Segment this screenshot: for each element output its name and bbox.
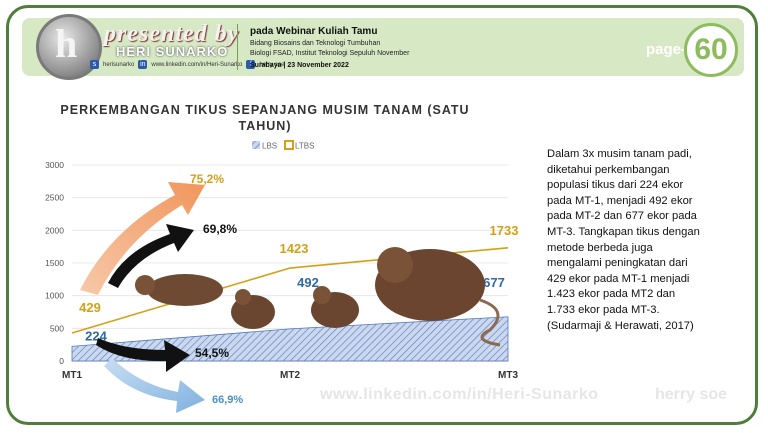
rat-icon	[147, 274, 223, 306]
page-number: 60	[684, 23, 738, 77]
event-date: Surabaya | 23 November 2022	[250, 62, 349, 69]
data-label-ltbs: 429	[79, 300, 101, 315]
event-title: pada Webinar Kuliah Tamu	[250, 26, 378, 37]
y-tick-label: 2500	[45, 193, 64, 203]
annotation-75-2: 75,2%	[190, 172, 224, 186]
watermark-right: herry soe	[655, 386, 728, 403]
y-tick-label: 1000	[45, 291, 64, 301]
x-tick-label: MT2	[280, 370, 300, 381]
presenter-logo-icon	[36, 14, 102, 80]
data-label-ltbs: 1423	[280, 241, 309, 256]
rat-icon	[313, 286, 331, 304]
watermark-text: www.linkedin.com/in/Heri-Sunarko	[320, 386, 599, 403]
annotations: 75,2% 69,8% 54,5% 66,9%	[190, 172, 243, 406]
legend-swatch-lbs	[252, 141, 260, 149]
growth-arrows	[80, 182, 205, 413]
page-label: page-	[646, 41, 687, 58]
rat-icon	[135, 275, 155, 295]
x-tick-label: MT3	[498, 370, 518, 381]
y-tick-label: 2000	[45, 225, 64, 235]
x-tick-label: MT1	[62, 370, 82, 381]
social-row: s herisunarko in www.linkedin.com/in/Her…	[90, 60, 284, 69]
legend-label-lbs: LBS	[262, 142, 277, 151]
annotation-69-8: 69,8%	[203, 222, 237, 236]
annotation-54-5: 54,5%	[195, 346, 229, 360]
social-facebook: herry soe	[259, 61, 285, 68]
data-label-lbs: 677	[483, 275, 505, 290]
presenter-name: HERI SUNARKO	[116, 44, 229, 59]
rat-illustrations	[135, 247, 501, 347]
logo-letter: h	[55, 21, 78, 66]
legend-swatch-ltbs	[284, 140, 294, 150]
social-linkedin: www.linkedin.com/in/Heri-Sunarko	[151, 61, 243, 68]
social-handle: herisunarko	[103, 61, 135, 68]
event-line-2: Biologi FSAD, Institut Teknologi Sepuluh…	[250, 50, 410, 57]
rat-tail-icon	[479, 298, 501, 347]
data-label-lbs: 224	[85, 328, 107, 343]
annotation-66-9: 66,9%	[212, 394, 243, 406]
rat-icon	[235, 289, 251, 305]
slide-frame	[6, 5, 758, 425]
rat-icon	[377, 247, 413, 283]
social-icon: s	[90, 60, 99, 69]
blue-arrow-icon	[104, 358, 205, 413]
orange-arrow-icon	[80, 182, 205, 295]
facebook-icon: f	[246, 60, 256, 69]
legend-label-ltbs: LTBS	[295, 142, 314, 151]
y-tick-label: 0	[59, 356, 64, 366]
chart-title-2: TAHUN)	[239, 119, 292, 133]
black-arrow-up-icon	[108, 224, 194, 288]
legend: LBS LTBS	[252, 140, 314, 151]
event-line-1: Bidang Biosains dan Teknologi Tumbuhan	[250, 40, 381, 47]
y-tick-label: 3000	[45, 160, 64, 170]
description-text: Dalam 3x musim tanam padi, diketahui per…	[547, 148, 700, 332]
black-arrow-down-icon	[96, 338, 190, 372]
data-label-ltbs: 1733	[490, 223, 519, 238]
linkedin-icon: in	[138, 60, 148, 69]
header-divider	[237, 24, 238, 70]
chart-title: PERKEMBANGAN TIKUS SEPANJANG MUSIM TANAM…	[60, 103, 469, 117]
y-tick-label: 1500	[45, 258, 64, 268]
presenter-script: presented by	[104, 21, 240, 47]
y-tick-label: 500	[50, 323, 64, 333]
data-label-lbs: 492	[297, 275, 319, 290]
